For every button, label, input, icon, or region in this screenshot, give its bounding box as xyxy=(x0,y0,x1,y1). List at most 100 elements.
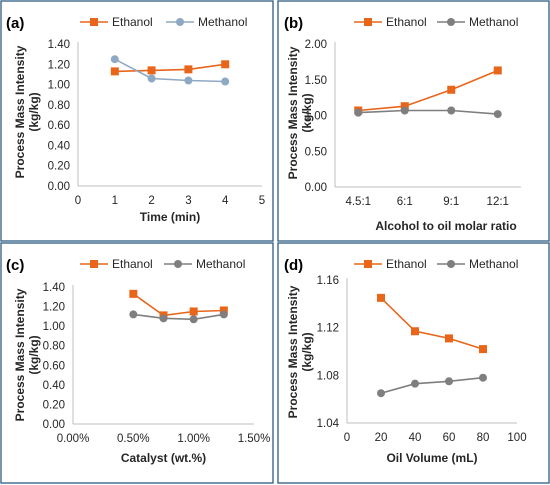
x-axis-title: Time (min) xyxy=(140,210,200,224)
chart-panel-3: (c) 0.00 0.20 0.40 0.60 0.80 1.00 1.20 1.40 0.00%… xyxy=(0,242,274,484)
y-axis-title-line: (kg/kg) xyxy=(27,335,41,374)
x-tick-label: 80 xyxy=(477,432,490,444)
y-axis-title: Process Mass Intensity(kg/kg) xyxy=(13,288,41,421)
legend-marker-methanol xyxy=(174,260,182,268)
x-tick-label: 1.50% xyxy=(238,433,271,445)
y-axis-title-line: (kg/kg) xyxy=(300,332,314,371)
series-line-ethanol xyxy=(114,63,226,73)
point-ethanol xyxy=(184,65,193,74)
x-tick-label: 60 xyxy=(443,432,456,444)
legend-marker-methanol xyxy=(447,260,455,268)
point-ethanol xyxy=(189,307,198,316)
x-tick-label: 12:1 xyxy=(487,196,509,208)
y-tick-label: 1.00 xyxy=(305,111,327,123)
point-methanol xyxy=(221,77,230,86)
point-ethanol xyxy=(400,102,409,111)
y-tick-label: 0.00 xyxy=(43,419,65,431)
point-ethanol xyxy=(411,327,419,336)
point-methanol xyxy=(110,55,119,64)
y-tick-label: 0.00 xyxy=(305,182,327,194)
y-tick-label: 0.20 xyxy=(48,161,70,173)
y-axis-title-line: (kg/kg) xyxy=(27,92,41,131)
legend-label-methanol: Methanol xyxy=(196,257,245,271)
point-methanol xyxy=(400,106,409,115)
y-tick-label: 1.16 xyxy=(317,275,339,287)
y-tick-label: 1.00 xyxy=(43,321,65,333)
point-ethanol xyxy=(493,66,502,75)
point-methanol xyxy=(184,76,193,85)
series-line-ethanol xyxy=(358,69,499,112)
y-tick-label: 1.00 xyxy=(48,80,70,92)
y-tick-label: 0.80 xyxy=(48,100,70,112)
x-tick-label: 4 xyxy=(222,195,229,207)
point-methanol xyxy=(377,389,385,398)
legend-label-methanol: Methanol xyxy=(198,15,247,29)
panel-frame xyxy=(277,0,550,242)
y-tick-label: 0.40 xyxy=(43,380,65,392)
x-axis-title: Alcohol to oil molar ratio xyxy=(375,219,516,233)
point-ethanol xyxy=(221,60,230,69)
y-tick-label: 1.20 xyxy=(48,59,70,71)
point-ethanol xyxy=(377,293,385,302)
legend-marker-ethanol xyxy=(364,260,372,268)
point-methanol xyxy=(129,310,138,319)
y-tick-label: 1.12 xyxy=(317,323,339,335)
series-line-ethanol xyxy=(380,297,484,350)
x-axis-title: Catalyst (wt.%) xyxy=(121,451,206,465)
y-axis-title: Process Mass Intensity(kg/kg) xyxy=(13,45,41,178)
x-tick-label: 4.5:1 xyxy=(345,196,371,208)
series-line-methanol xyxy=(358,109,498,115)
series-line-methanol xyxy=(114,58,226,83)
legend-marker-methanol xyxy=(447,18,455,26)
x-tick-label: 2 xyxy=(148,195,154,207)
chart-panel-1: (a) 0.00 0.20 0.40 0.60 0.80 1.00 1.20 1.40 0 1 2 3 4… xyxy=(0,0,274,242)
series-line-methanol xyxy=(133,313,224,321)
y-tick-label: 1.08 xyxy=(317,370,339,382)
x-tick-label: 0 xyxy=(344,432,350,444)
point-methanol xyxy=(445,377,453,386)
point-methanol xyxy=(159,314,168,323)
panel-frame xyxy=(0,242,274,484)
y-axis-title: Process Mass Intensity(kg/kg) xyxy=(286,46,314,179)
y-tick-label: 2.00 xyxy=(305,39,327,51)
x-tick-label: 1.00% xyxy=(177,433,210,445)
x-tick-label: 6:1 xyxy=(397,196,413,208)
legend-label-ethanol: Ethanol xyxy=(386,257,427,271)
series-line-methanol xyxy=(380,376,484,394)
y-tick-label: 0.40 xyxy=(48,140,70,152)
x-axis-title: Oil Volume (mL) xyxy=(386,451,477,465)
x-tick-label: 3 xyxy=(185,195,191,207)
x-tick-label: 1 xyxy=(112,195,118,207)
y-tick-label: 0.60 xyxy=(43,360,65,372)
y-tick-label: 0.00 xyxy=(48,181,70,193)
y-tick-label: 1.20 xyxy=(43,302,65,314)
x-tick-label: 0.00% xyxy=(57,433,90,445)
point-methanol xyxy=(354,108,363,117)
y-tick-label: 0.60 xyxy=(48,120,70,132)
panel-frame xyxy=(0,0,274,242)
x-tick-label: 0 xyxy=(75,195,81,207)
legend-label-ethanol: Ethanol xyxy=(386,15,427,29)
legend-marker-ethanol xyxy=(90,18,98,26)
y-tick-label: 1.04 xyxy=(317,418,340,430)
panel-letter: (d) xyxy=(284,257,303,274)
panel-letter: (b) xyxy=(284,15,303,32)
panel-letter: (c) xyxy=(6,257,24,274)
y-tick-label: 1.40 xyxy=(43,282,65,294)
point-ethanol xyxy=(447,85,456,94)
legend-marker-ethanol xyxy=(90,260,98,268)
y-axis-title-line: Process Mass Intensity xyxy=(286,285,300,418)
legend-label-methanol: Methanol xyxy=(469,257,518,271)
x-tick-label: 0.50% xyxy=(117,433,150,445)
point-methanol xyxy=(189,315,198,324)
panel-frame xyxy=(277,242,550,484)
point-methanol xyxy=(219,310,228,319)
legend-label-ethanol: Ethanol xyxy=(112,257,153,271)
x-tick-label: 20 xyxy=(375,432,388,444)
y-tick-label: 0.20 xyxy=(43,399,65,411)
y-tick-label: 0.50 xyxy=(305,146,327,158)
x-tick-label: 100 xyxy=(507,432,526,444)
y-axis-title: Process Mass Intensity(kg/kg) xyxy=(286,285,314,418)
y-axis-title-line: (kg/kg) xyxy=(300,93,314,132)
legend-label-methanol: Methanol xyxy=(469,15,518,29)
